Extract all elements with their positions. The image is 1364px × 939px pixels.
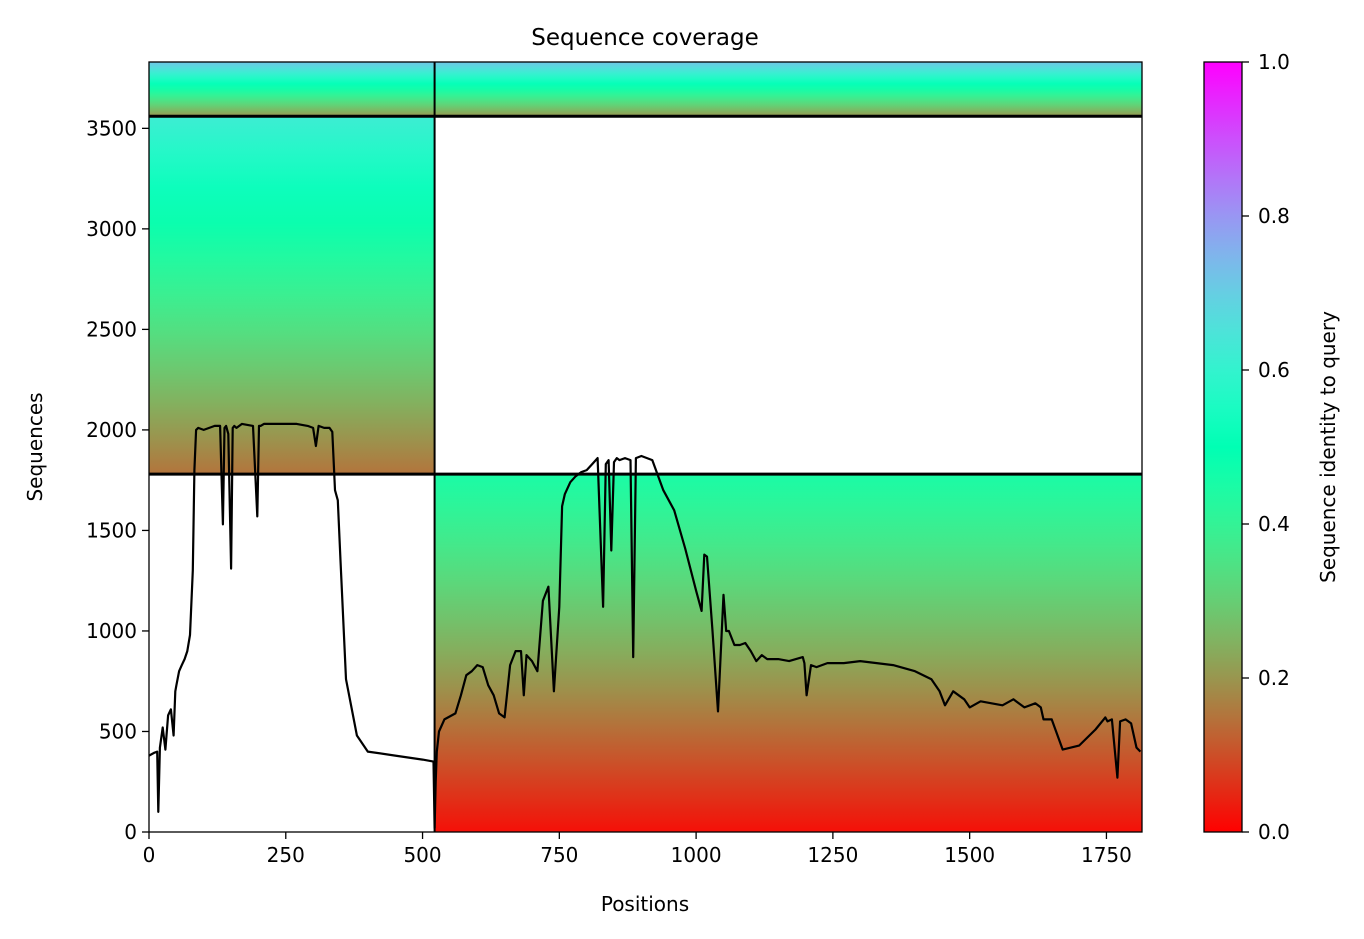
x-tick-label: 750 <box>540 843 578 867</box>
colorbar-tick-label: 0.4 <box>1258 512 1290 536</box>
colorbar-tick-label: 0.0 <box>1258 820 1290 844</box>
y-tick-label: 0 <box>124 820 137 844</box>
x-axis-ticks: 0 250 500 750 1000 1250 1500 1750 <box>143 832 1132 867</box>
colorbar-tick-label: 1.0 <box>1258 50 1290 74</box>
colorbar-tick-label: 0.2 <box>1258 666 1290 690</box>
y-tick-label: 1000 <box>86 619 137 643</box>
colorbar-label: Sequence identity to query <box>1316 311 1340 583</box>
x-axis-label: Positions <box>601 892 689 916</box>
x-tick-label: 0 <box>143 843 156 867</box>
x-tick-label: 1250 <box>807 843 858 867</box>
y-tick-label: 3500 <box>86 116 137 140</box>
x-tick-label: 1000 <box>671 843 722 867</box>
y-axis-ticks: 0 500 1000 1500 2000 2500 3000 3500 <box>86 116 149 844</box>
x-tick-label: 250 <box>267 843 305 867</box>
y-tick-label: 3000 <box>86 217 137 241</box>
coverage-block <box>149 62 435 117</box>
y-tick-label: 2000 <box>86 418 137 442</box>
colorbar-tick-label: 0.8 <box>1258 204 1290 228</box>
y-axis-label: Sequences <box>23 392 47 501</box>
chart-title: Sequence coverage <box>531 25 759 51</box>
colorbar-tick-label: 0.6 <box>1258 358 1290 382</box>
x-tick-label: 1750 <box>1081 843 1132 867</box>
coverage-block <box>434 474 1142 832</box>
x-tick-label: 1500 <box>944 843 995 867</box>
coverage-block <box>434 62 1142 117</box>
plot-frame <box>148 61 1143 833</box>
colorbar-ticks: 0.0 0.2 0.4 0.6 0.8 1.0 <box>1242 50 1290 844</box>
coverage-block <box>149 116 435 475</box>
y-tick-label: 2500 <box>86 317 137 341</box>
y-tick-label: 500 <box>99 719 137 743</box>
x-tick-label: 500 <box>403 843 441 867</box>
coverage-line <box>149 422 1142 830</box>
colorbar <box>1203 61 1243 833</box>
chain-boundaries <box>149 62 1142 832</box>
y-tick-label: 1500 <box>86 518 137 542</box>
